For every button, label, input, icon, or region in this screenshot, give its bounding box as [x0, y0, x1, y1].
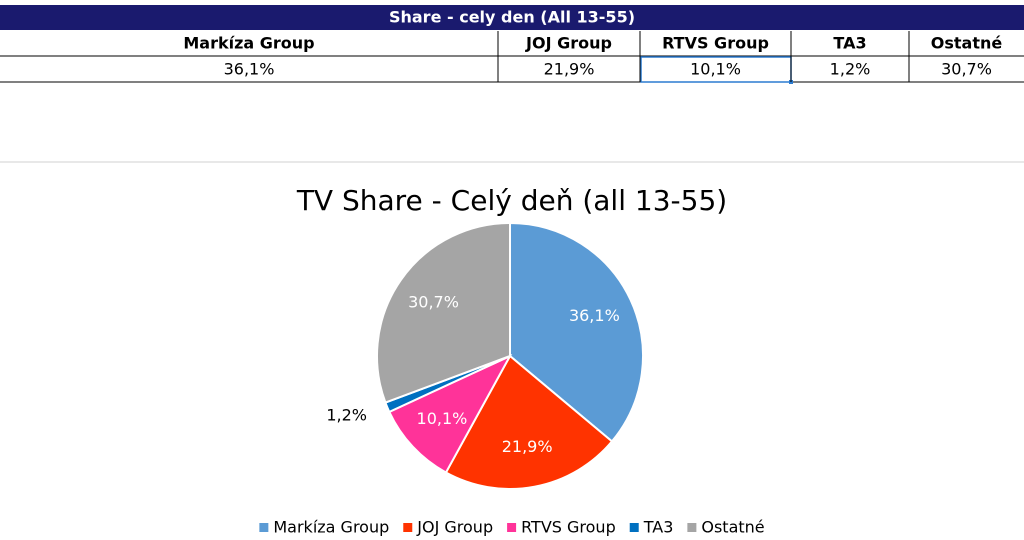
legend-label: JOJ Group	[416, 518, 493, 537]
column-header: TA3	[833, 34, 866, 53]
legend-swatch	[629, 523, 639, 532]
cell: 10,1%	[690, 60, 741, 79]
cell: 21,9%	[544, 60, 595, 79]
data-label: 1,2%	[326, 405, 367, 424]
data-label: 30,7%	[408, 292, 459, 311]
cell: 1,2%	[830, 60, 871, 79]
column-header: RTVS Group	[662, 34, 769, 53]
legend-swatch	[403, 523, 413, 532]
cell: 30,7%	[941, 60, 992, 79]
column-header: Ostatné	[931, 34, 1003, 53]
column-header: JOJ Group	[525, 34, 612, 53]
legend-swatch	[507, 523, 517, 532]
pie-slice	[376, 221, 511, 404]
data-label: 21,9%	[502, 437, 553, 456]
pie-slice	[444, 354, 614, 490]
legend-swatch	[687, 523, 697, 532]
pie-slice	[387, 353, 513, 474]
legend-label: Markíza Group	[273, 518, 389, 537]
table-title-bar	[0, 5, 1024, 30]
legend-swatch	[259, 523, 269, 532]
legend-label: Ostatné	[701, 518, 764, 537]
legend-label: RTVS Group	[521, 518, 616, 537]
chart-title: TV Share - Celý deň (all 13-55)	[296, 184, 727, 217]
pie-slice	[509, 221, 644, 443]
cell: 36,1%	[224, 60, 275, 79]
legend: Markíza Group JOJ Group RTVS Group TA3 Ostat…	[259, 518, 765, 537]
legend-label: TA3	[643, 518, 674, 537]
column-header: Markíza Group	[183, 34, 314, 53]
data-label: 36,1%	[569, 306, 620, 325]
data-label: 10,1%	[417, 409, 468, 428]
table-title: Share - cely den (All 13-55)	[389, 8, 635, 27]
